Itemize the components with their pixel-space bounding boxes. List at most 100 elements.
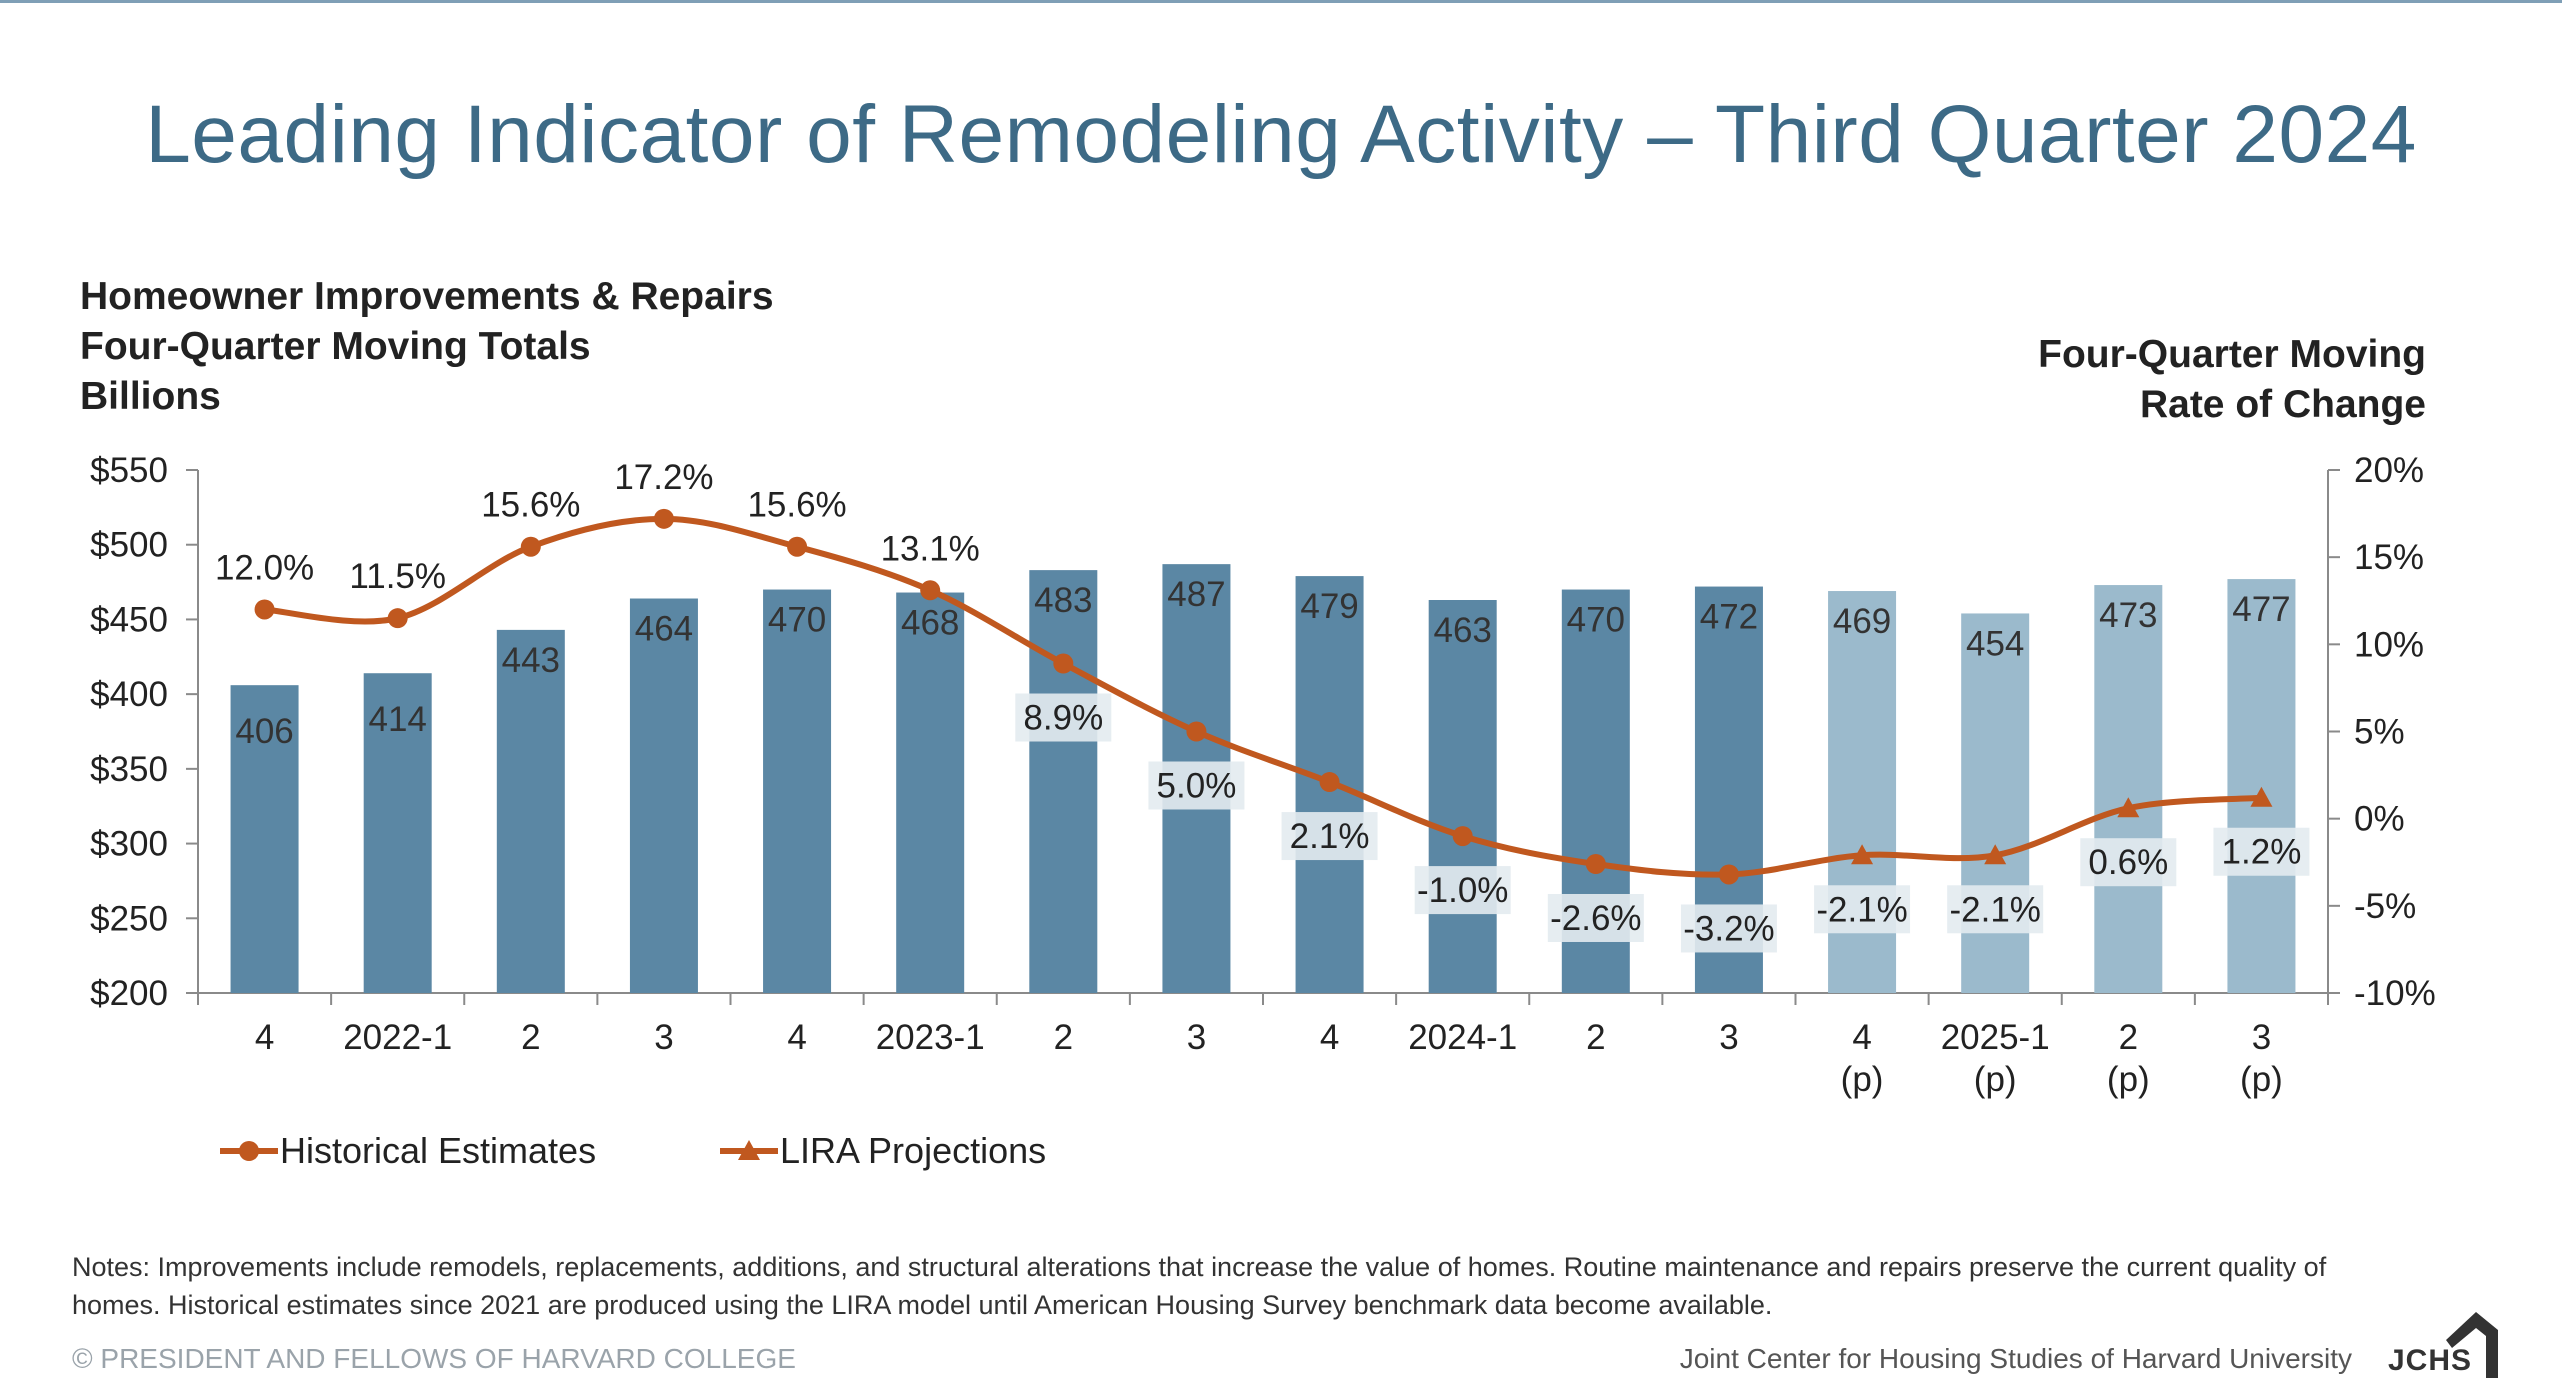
left-tick-label: $300 <box>90 825 168 864</box>
line-value-label: 13.1% <box>881 529 980 568</box>
line-value-label: 5.0% <box>1157 767 1237 806</box>
line-label-background <box>1547 893 1644 942</box>
historical-marker <box>1718 864 1739 885</box>
page-title: Leading Indicator of Remodeling Activity… <box>145 89 2417 180</box>
bar-value-label: 469 <box>1833 602 1891 641</box>
bar <box>763 589 832 993</box>
right-tick-label: 5% <box>2354 713 2405 752</box>
bar-value-label: 487 <box>1167 575 1225 614</box>
bar-value-label: 483 <box>1034 581 1092 620</box>
bar-value-label: 414 <box>368 700 426 739</box>
x-category-label: 3 <box>1719 1018 1738 1057</box>
x-category-label: 2022-1 <box>343 1018 452 1057</box>
right-tick-label: 0% <box>2354 800 2405 839</box>
historical-marker <box>387 608 408 629</box>
legend-historical-marker-icon <box>220 1141 278 1161</box>
line-value-label: -1.0% <box>1417 871 1508 910</box>
x-category-label: 2 <box>2119 1018 2138 1057</box>
historical-marker <box>787 536 808 557</box>
left-tick-label: $350 <box>90 750 168 789</box>
bar <box>1428 600 1497 993</box>
historical-marker <box>254 599 275 620</box>
bar-value-label: 406 <box>235 712 293 751</box>
right-axis-title-line-1: Four-Quarter Moving <box>2038 333 2426 376</box>
bar-value-label: 468 <box>901 604 959 643</box>
bar-value-label: 464 <box>635 610 693 649</box>
line-value-label: -2.1% <box>1816 890 1907 929</box>
line-label-background <box>1947 885 2044 934</box>
historical-marker <box>1053 653 1074 674</box>
x-category-label: 2 <box>521 1018 540 1057</box>
right-tick-label: 15% <box>2354 538 2424 577</box>
line-value-label: 12.0% <box>215 548 314 587</box>
x-category-label: (p) <box>1974 1060 2017 1099</box>
x-category-label: 4 <box>255 1018 274 1057</box>
projection-marker <box>1984 844 2007 865</box>
x-category-label: (p) <box>2240 1060 2283 1099</box>
x-category-label: (p) <box>1841 1060 1884 1099</box>
legend-historical-label: Historical Estimates <box>280 1130 597 1171</box>
line-value-label: 0.6% <box>2088 843 2168 882</box>
line-label-background <box>1814 885 1911 934</box>
projection-marker <box>2250 786 2273 807</box>
left-tick-label: $450 <box>90 600 168 639</box>
notes: Notes: Improvements include remodels, re… <box>72 1252 2327 1320</box>
line-label-background <box>2080 838 2177 887</box>
bar-value-label: 463 <box>1433 611 1491 650</box>
right-tick-label: -10% <box>2354 974 2436 1013</box>
x-category-label: 4 <box>1320 1018 1339 1057</box>
bar <box>230 685 299 993</box>
left-tick-label: $550 <box>90 451 168 490</box>
copyright: © PRESIDENT AND FELLOWS OF HARVARD COLLE… <box>72 1343 796 1374</box>
x-category-label: 4 <box>1852 1018 1871 1057</box>
line-label-background <box>1680 904 1777 953</box>
left-tick-label: $200 <box>90 974 168 1013</box>
historical-marker <box>1319 772 1340 793</box>
legend-projections-marker-icon <box>720 1140 778 1160</box>
left-tick-label: $500 <box>90 526 168 565</box>
line-value-label: 17.2% <box>614 458 713 497</box>
right-axis-title: Four-Quarter Moving Rate of Change <box>2038 330 2426 430</box>
line-label-background <box>1281 812 1378 861</box>
logo-text: JCHS <box>2388 1344 2473 1377</box>
x-category-label: 3 <box>1187 1018 1206 1057</box>
house-logo-icon <box>2446 1312 2498 1378</box>
bar <box>1961 613 2030 993</box>
bar <box>2094 585 2163 993</box>
right-tick-label: 20% <box>2354 451 2424 490</box>
left-axis-title-line-3: Billions <box>80 375 221 418</box>
left-tick-label: $250 <box>90 899 168 938</box>
bar <box>496 629 565 993</box>
x-category-label: 3 <box>2252 1018 2271 1057</box>
bar-value-label: 454 <box>1966 624 2024 663</box>
x-category-label: (p) <box>2107 1060 2150 1099</box>
line-label-background <box>1015 693 1112 742</box>
left-axis-title-line-1: Homeowner Improvements & Repairs <box>80 275 774 318</box>
bar-value-label: 477 <box>2232 590 2290 629</box>
line-value-label: -2.6% <box>1550 899 1641 938</box>
bar-value-label: 470 <box>768 601 826 640</box>
line-value-label: 8.9% <box>1023 699 1103 738</box>
historical-marker <box>1585 853 1606 874</box>
line-value-label: 1.2% <box>2222 833 2302 872</box>
line-label-background <box>2213 827 2310 876</box>
bar-value-label: 470 <box>1567 601 1625 640</box>
right-tick-label: -5% <box>2354 887 2416 926</box>
legend-projections-label: LIRA Projections <box>780 1130 1047 1171</box>
historical-marker <box>520 536 541 557</box>
left-axis-title-line-2: Four-Quarter Moving Totals <box>80 325 591 368</box>
legend-historical: Historical Estimates <box>218 1130 596 1172</box>
top-border <box>0 0 2562 3</box>
bar-value-label: 473 <box>2099 596 2157 635</box>
x-category-label: 4 <box>787 1018 806 1057</box>
bar-value-label: 479 <box>1300 587 1358 626</box>
right-tick-label: 10% <box>2354 625 2424 664</box>
bar <box>2227 579 2296 993</box>
bar <box>363 673 432 993</box>
x-category-label: 2024-1 <box>1408 1018 1517 1057</box>
line-label-background <box>1414 866 1511 915</box>
combo-chart: $200 $250 $300 $350 $400 $450 $500 $550 -10% -5% 0… <box>90 451 2436 1099</box>
line-label-background <box>1148 761 1245 810</box>
bar-value-label: 472 <box>1700 598 1758 637</box>
line-value-label: 11.5% <box>349 557 446 596</box>
